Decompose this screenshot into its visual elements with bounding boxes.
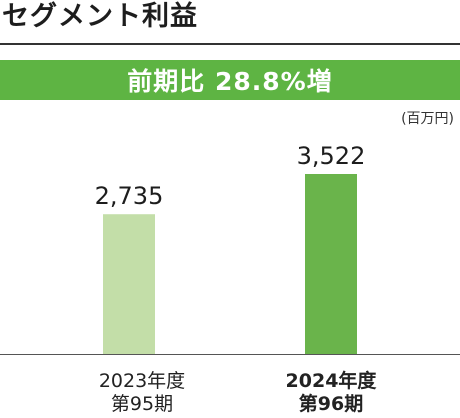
bar-1 [305, 174, 357, 354]
title-underline [0, 43, 460, 45]
bar-0 [103, 214, 155, 354]
x-tick-label-1-term: 第96期 [298, 393, 364, 415]
data-label-1: 3,522 [297, 142, 366, 170]
unit-label: (百万円) [401, 111, 454, 127]
chart-title: セグメント利益 [2, 1, 198, 32]
x-tick-label-0-year: 2023年度 [98, 370, 186, 392]
x-tick-label-1-year: 2024年度 [285, 370, 377, 392]
growth-banner: 前期比 28.8%増 [0, 60, 460, 100]
x-tick-label-0: 2023年度 第95期 [67, 370, 217, 416]
growth-banner-text: 前期比 28.8%増 [127, 67, 333, 96]
x-tick-label-0-term: 第95期 [110, 393, 174, 415]
data-label-0: 2,735 [95, 182, 164, 210]
x-tick-label-1: 2024年度 第96期 [256, 370, 406, 416]
